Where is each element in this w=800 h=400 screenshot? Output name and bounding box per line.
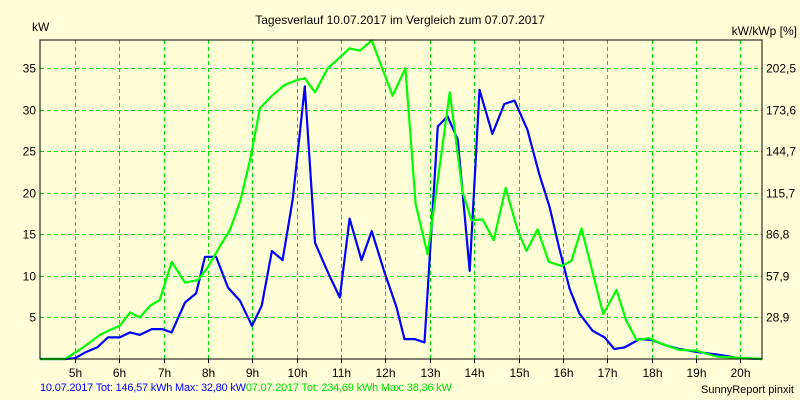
y-tick-label-right: 28,9: [766, 311, 790, 325]
y-tick-label-left: 15: [23, 228, 37, 242]
x-tick-label: 9h: [246, 366, 259, 380]
y-axis-label-left: kW: [32, 20, 50, 34]
y-tick-label-right: 144,7: [766, 145, 796, 159]
x-tick-label: 19h: [686, 366, 706, 380]
y-tick-label-left: 20: [23, 187, 37, 201]
x-tick-label: 18h: [642, 366, 662, 380]
y-tick-label-left: 5: [29, 311, 36, 325]
y-tick-label-left: 25: [23, 145, 37, 159]
x-tick-label: 11h: [332, 366, 351, 380]
y-tick-label-right: 57,9: [766, 270, 790, 284]
y-tick-label-left: 35: [23, 62, 37, 76]
plot-frame: [39, 39, 763, 360]
x-tick-label: 14h: [464, 366, 484, 380]
y-tick-label-right: 173,6: [766, 104, 796, 118]
y-tick-label-left: 30: [23, 104, 37, 118]
x-tick-label: 8h: [202, 366, 215, 380]
x-tick-label: 13h: [420, 366, 440, 380]
y-tick-label-right: 202,5: [766, 62, 796, 76]
y-tick-label-right: 86,8: [766, 228, 790, 242]
brand-label: SunnyReport pinxit: [701, 384, 794, 396]
series1-summary: 10.07.2017 Tot: 146,57 kWh Max: 32,80 kW: [40, 382, 246, 394]
x-tick-label: 20h: [730, 366, 750, 380]
x-tick-label: 15h: [509, 366, 529, 380]
series-line-2: [40, 39, 763, 361]
grid: [40, 40, 762, 363]
x-tick-label: 12h: [375, 366, 395, 380]
series-line-1: [40, 85, 763, 361]
series-lines: [40, 39, 763, 361]
x-tick-label: 10h: [287, 366, 307, 380]
series2-summary: 07.07.2017 Tot: 234,69 kWh Max: 38,36 kW: [245, 382, 452, 394]
x-tick-label: 17h: [597, 366, 617, 380]
y-tick-label-right: 115,7: [766, 187, 795, 201]
x-tick-label: 6h: [113, 366, 126, 380]
x-tick-label: 7h: [158, 366, 171, 380]
footer-summary: 10.07.2017 Tot: 146,57 kWh Max: 32,80 kW…: [40, 382, 452, 394]
y-tick-label-left: 10: [23, 270, 37, 284]
axis-labels: 5h 6h 7h 8h 9h 10h 11h 12h 13h 14h 15h 16h 17h 18h 19h…: [23, 62, 797, 381]
chart-title: Tagesverlauf 10.07.2017 im Vergleich zum…: [255, 13, 545, 27]
y-axis-label-right: kW/kWp [%]: [732, 24, 797, 38]
x-tick-label: 5h: [69, 366, 82, 380]
x-tick-label: 16h: [553, 366, 573, 380]
